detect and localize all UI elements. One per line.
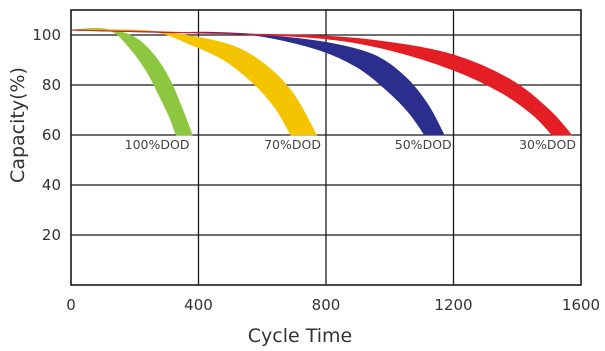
y-tick-label-20: 20 <box>42 226 61 244</box>
plot-frame <box>70 9 582 286</box>
band-labels: 100%DOD 70%DOD 50%DOD 30%DOD <box>125 137 576 152</box>
x-tick-label-800: 800 <box>312 296 341 314</box>
x-tick-label-1600: 1600 <box>562 296 600 314</box>
x-tick-labels: 0 400 800 1200 1600 <box>66 296 600 314</box>
x-tick-label-400: 400 <box>184 296 213 314</box>
band-label-70pctdod: 70%DOD <box>264 137 321 152</box>
series-band-100pctdod <box>70 28 193 136</box>
x-tick-label-1200: 1200 <box>434 296 472 314</box>
series-bands <box>70 28 573 136</box>
band-label-100pctdod: 100%DOD <box>125 137 190 152</box>
y-tick-label-60: 60 <box>42 126 61 144</box>
band-label-50pctdod: 50%DOD <box>395 137 452 152</box>
y-tick-label-80: 80 <box>42 76 61 94</box>
series-band-70pctdod <box>70 29 318 136</box>
y-tick-label-40: 40 <box>42 176 61 194</box>
y-axis-title: Capacity(%) <box>7 67 29 183</box>
x-tick-label-0: 0 <box>66 296 76 314</box>
plot-border <box>70 9 582 286</box>
x-axis-title: Cycle Time <box>248 325 352 347</box>
series-band-30pctdod <box>70 29 573 136</box>
band-label-30pctdod: 30%DOD <box>519 137 576 152</box>
y-tick-labels: 20 40 60 80 100 <box>32 26 61 244</box>
y-tick-label-100: 100 <box>32 26 61 44</box>
